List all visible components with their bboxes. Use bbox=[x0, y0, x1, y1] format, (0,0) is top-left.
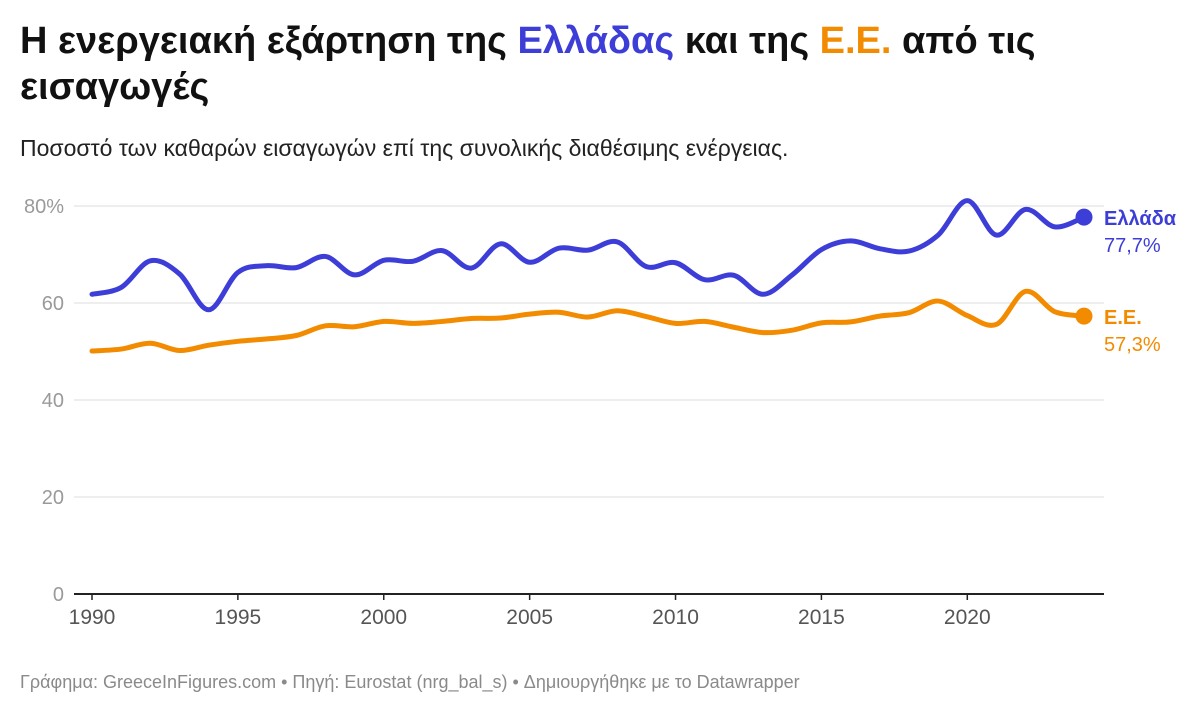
title-part1: Η ενεργειακή εξάρτηση της bbox=[20, 20, 518, 62]
y-tick-label: 0 bbox=[53, 584, 64, 606]
chart-subtitle: Ποσοστό των καθαρών εισαγωγών επί της συ… bbox=[20, 135, 789, 161]
x-tick-label: 2010 bbox=[652, 606, 699, 629]
y-tick-label: 40 bbox=[42, 390, 64, 412]
title-part3: από τις εισαγωγές bbox=[20, 20, 1036, 108]
x-tick-label: 2005 bbox=[506, 606, 553, 629]
x-tick-label: 2020 bbox=[944, 606, 991, 629]
x-tick-label: 2000 bbox=[360, 606, 407, 629]
title-eu-highlight: Ε.Ε. bbox=[819, 20, 892, 62]
y-tick-label: 60 bbox=[42, 293, 64, 315]
x-tick-label: 1990 bbox=[69, 606, 116, 629]
series-name-label-greece: Ελλάδα bbox=[1104, 208, 1177, 230]
series-value-label-greece: 77,7% bbox=[1104, 235, 1161, 257]
x-tick-label: 2015 bbox=[798, 606, 845, 629]
series-value-label-eu: 57,3% bbox=[1104, 334, 1161, 356]
series-line-greece bbox=[89, 198, 1087, 313]
title-greece-highlight: Ελλάδας bbox=[517, 20, 675, 62]
chart-footer: Γράφημα: GreeceInFigures.com • Πηγή: Eur… bbox=[20, 672, 800, 692]
y-tick-label: 80% bbox=[24, 196, 64, 218]
x-tick-label: 1995 bbox=[215, 606, 262, 629]
series-endpoint-greece bbox=[1075, 208, 1093, 226]
y-tick-label: 20 bbox=[42, 487, 64, 509]
series-name-label-eu: Ε.Ε. bbox=[1104, 307, 1142, 329]
series-endpoint-eu bbox=[1075, 307, 1093, 325]
series-line-eu bbox=[89, 288, 1087, 354]
line-chart: 0 20 40 60 80% 1990 1995 2000 2005 2010 2015 2020 Ελ… bbox=[24, 196, 1177, 629]
title-part2: και της bbox=[674, 20, 820, 62]
chart-title: Η ενεργειακή εξάρτηση της Ελλάδας και τη… bbox=[20, 18, 1180, 110]
